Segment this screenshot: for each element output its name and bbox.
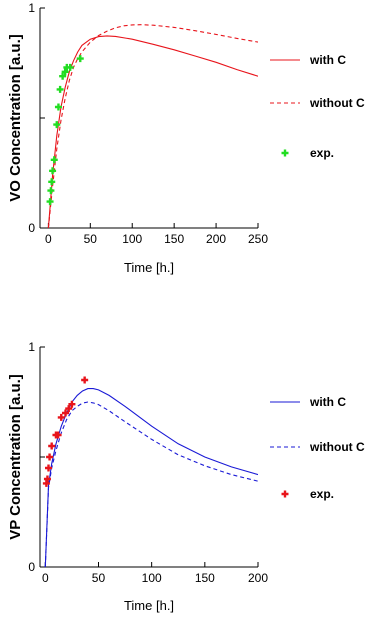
series-line-without-c	[44, 401, 258, 567]
vp-concentration-chart: 0 50 100 150 200 0 1 Time [h.] VP Concentration …	[7, 340, 365, 613]
x-axis-label: Time [h.]	[124, 260, 174, 275]
y-tick-label: 0	[28, 560, 35, 574]
data-point-exp	[76, 55, 84, 63]
y-axis-label: VP Concentration [a.u.]	[7, 374, 24, 540]
legend-label-without-c: without C	[309, 96, 365, 110]
data-point-exp	[68, 400, 76, 408]
x-tick-label: 250	[248, 232, 268, 246]
data-point-exp	[50, 156, 58, 164]
data-point-exp	[43, 475, 51, 483]
data-point-exp	[54, 103, 62, 111]
x-tick-label: 100	[142, 571, 162, 585]
series-line-without-c	[47, 24, 258, 228]
legend-symbol-exp	[281, 490, 289, 498]
data-point-exp	[49, 167, 57, 175]
data-point-exp	[46, 198, 54, 206]
data-point-exp	[46, 453, 54, 461]
x-tick-label: 50	[92, 571, 106, 585]
data-point-exp	[59, 72, 67, 80]
x-tick-label: 200	[206, 232, 226, 246]
x-axis-label: Time [h.]	[124, 598, 174, 613]
series-line-with-c	[44, 388, 258, 567]
x-tick-label: 50	[84, 232, 98, 246]
data-point-exp	[81, 376, 89, 384]
y-tick-label: 1	[28, 1, 35, 15]
x-tick-label: 200	[248, 571, 268, 585]
plot-area	[47, 24, 258, 228]
legend-symbol-exp	[281, 149, 289, 157]
data-point-exp	[47, 187, 55, 195]
data-point-exp	[45, 464, 53, 472]
data-point-exp	[56, 85, 64, 93]
legend-label-with-c: with C	[309, 53, 346, 67]
data-point-exp	[62, 409, 70, 417]
legend-label-with-c: with C	[309, 395, 346, 409]
data-point-exp	[53, 121, 61, 129]
legend-label-exp: exp.	[310, 146, 334, 160]
x-tick-label: 150	[164, 232, 184, 246]
data-point-exp	[54, 431, 62, 439]
vo-concentration-chart: 0 50 100 150 200 250 0 1 Time [h.] VO Concentrati…	[7, 1, 365, 275]
x-tick-label: 100	[122, 232, 142, 246]
plot-area	[44, 388, 258, 567]
series-line-with-c	[47, 35, 258, 228]
data-point-exp	[48, 178, 56, 186]
x-tick-label: 0	[42, 571, 49, 585]
data-point-exp	[57, 413, 65, 421]
legend-label-without-c: without C	[309, 440, 365, 454]
legend-label-exp: exp.	[310, 487, 334, 501]
data-point-exp	[61, 68, 69, 76]
data-point-exp	[66, 63, 74, 71]
y-tick-label: 0	[28, 221, 35, 235]
y-axis-label: VO Concentration [a.u.]	[7, 34, 24, 202]
x-tick-label: 150	[195, 571, 215, 585]
x-tick-label: 0	[45, 232, 52, 246]
data-point-exp	[65, 405, 73, 413]
y-tick-label: 1	[28, 340, 35, 354]
data-point-exp	[48, 442, 56, 450]
